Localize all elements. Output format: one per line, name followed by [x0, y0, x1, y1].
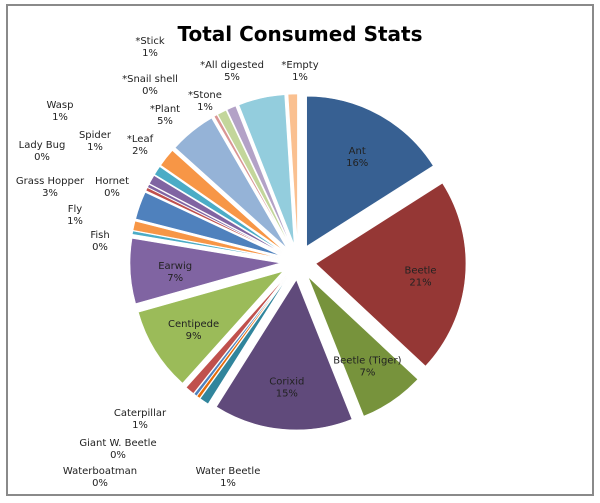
pie-slice-lady-bug	[147, 183, 283, 255]
data-label: Beetle 21%	[404, 265, 436, 288]
data-label: Giant W. Beetle 0%	[79, 438, 156, 461]
data-label: Ant 16%	[346, 146, 368, 169]
pie-slice-wasp	[154, 166, 284, 253]
pie-slice-waterboatman	[196, 276, 288, 399]
pie-slice-hornet	[145, 187, 282, 255]
pie-slice-all-digested	[238, 94, 295, 245]
data-label: Spider 1%	[79, 130, 112, 153]
data-label: Wasp 1%	[47, 100, 74, 123]
data-label: *Stone 1%	[188, 90, 222, 113]
pie-slice-caterpillar	[185, 275, 287, 394]
pie-slice-stick	[217, 109, 291, 247]
pie-slice-water-beetle	[199, 276, 289, 405]
data-label: Centipede 9%	[168, 319, 219, 342]
pie-slice-fish	[131, 230, 281, 260]
data-label: Lady Bug 0%	[19, 140, 66, 163]
pie-slice-stone	[226, 105, 292, 246]
pie-slice-grass-hopper	[135, 191, 282, 257]
data-label: Grass Hopper 3%	[16, 176, 85, 199]
data-label: Fish 0%	[90, 230, 109, 253]
data-label: *Stick 1%	[135, 36, 165, 59]
pie-slice-ant	[306, 95, 434, 247]
data-label: Water Beetle 1%	[196, 466, 261, 489]
data-label: *Plant 5%	[150, 104, 180, 127]
pie-slice-earwig	[129, 238, 281, 305]
data-label: Corixid 15%	[269, 376, 304, 399]
pie-slice-fly	[132, 220, 281, 259]
data-label: *Snail shell 0%	[122, 74, 178, 97]
pie-slice-snail-shell	[213, 114, 290, 247]
data-label: Earwig 7%	[158, 261, 192, 284]
pie-slice-empty	[287, 93, 298, 245]
data-label: Fly 1%	[67, 204, 83, 227]
data-label: Beetle (Tiger) 7%	[333, 356, 401, 379]
data-label: *All digested 5%	[200, 60, 264, 83]
chart-title: Total Consumed Stats	[177, 22, 423, 46]
data-label: Caterpillar 1%	[114, 408, 167, 431]
data-label: Waterboatman 0%	[63, 466, 137, 489]
pie-slice-beetle-tiger	[307, 276, 419, 417]
pie-slice-spider	[148, 175, 283, 254]
pie-slice-giant-w-beetle	[193, 276, 288, 397]
pie-slice-centipede	[137, 270, 284, 384]
data-label: Hornet 0%	[95, 176, 129, 199]
pie-slice-beetle	[315, 182, 467, 367]
pie-slice-plant	[174, 117, 287, 249]
pie-slice-corixid	[216, 279, 353, 431]
data-label: *Empty 1%	[281, 60, 318, 83]
data-label: *Leaf 2%	[127, 134, 154, 157]
pie-slice-leaf	[160, 150, 285, 252]
